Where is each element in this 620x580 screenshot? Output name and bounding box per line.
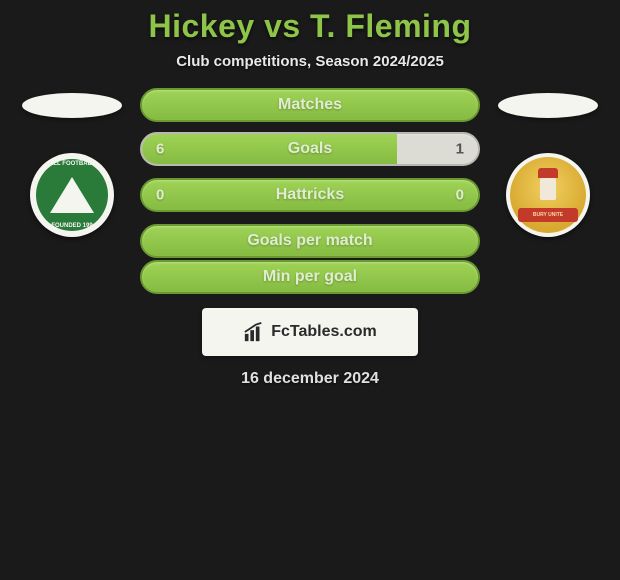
stat-value-left: 0 [156,187,164,204]
stat-bar-goals-per-match: Goals per match [140,224,480,258]
stat-value-right: 1 [456,141,464,158]
page-title: Hickey vs T. Fleming [0,8,620,45]
row-matches: Matches [0,88,620,122]
player-right-ellipse [498,93,598,118]
stat-bar-goals: 6 Goals 1 [140,132,480,166]
stats-column: 6 Goals 1 0 Hattricks 0 Goals per match [140,132,480,258]
stat-bar-hattricks: 0 Hattricks 0 [140,178,480,212]
stat-bar-matches: Matches [140,88,480,122]
badge-left-text-top: BARWELL FOOTBALL CLUB [30,161,114,167]
stat-label: Matches [278,96,342,114]
brand-box[interactable]: FcTables.com [202,308,418,356]
player-left-ellipse [22,93,122,118]
badge-left-text-bottom: FOUNDED 199 [30,223,114,229]
stat-label: Min per goal [263,268,357,286]
badge-right-banner: BURY UNITE [518,208,579,222]
club-badge-right: BURY UNITE [498,153,598,237]
stat-label: Goals [288,140,332,158]
stat-value-right: 0 [456,187,464,204]
bar-chart-icon [243,321,265,343]
comparison-card: Hickey vs T. Fleming Club competitions, … [0,0,620,388]
figure-icon [538,168,558,204]
row-badges: BARWELL FOOTBALL CLUB FOUNDED 199 6 Goal… [0,132,620,258]
fill-left [142,134,397,164]
stat-label: Goals per match [247,232,372,250]
triangle-icon [50,177,94,213]
row-min-per-goal: Min per goal [0,260,620,294]
club-badge-left: BARWELL FOOTBALL CLUB FOUNDED 199 [22,153,122,237]
stat-label: Hattricks [276,186,344,204]
stat-bar-min-per-goal: Min per goal [140,260,480,294]
subtitle: Club competitions, Season 2024/2025 [0,53,620,70]
brand-text: FcTables.com [271,323,377,341]
stat-value-left: 6 [156,141,164,158]
date: 16 december 2024 [0,370,620,388]
